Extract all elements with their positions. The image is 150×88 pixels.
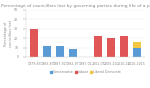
Bar (56, 46, 64, 57)
Bar (69, 49, 77, 57)
Bar (30, 29, 38, 57)
Bar (94, 36, 102, 57)
Bar (120, 36, 128, 57)
Y-axis label: Percentage of
councillors lost: Percentage of councillors lost (4, 20, 13, 47)
Bar (43, 46, 51, 57)
Legend: Conservative, Labour, Liberal Democrat: Conservative, Labour, Liberal Democrat (49, 69, 122, 75)
Title: Percentage of councillors lost by governing parties during life of a parliament: Percentage of councillors lost by govern… (1, 4, 150, 8)
Bar (133, 42, 141, 48)
Bar (133, 48, 141, 57)
Bar (107, 38, 115, 57)
